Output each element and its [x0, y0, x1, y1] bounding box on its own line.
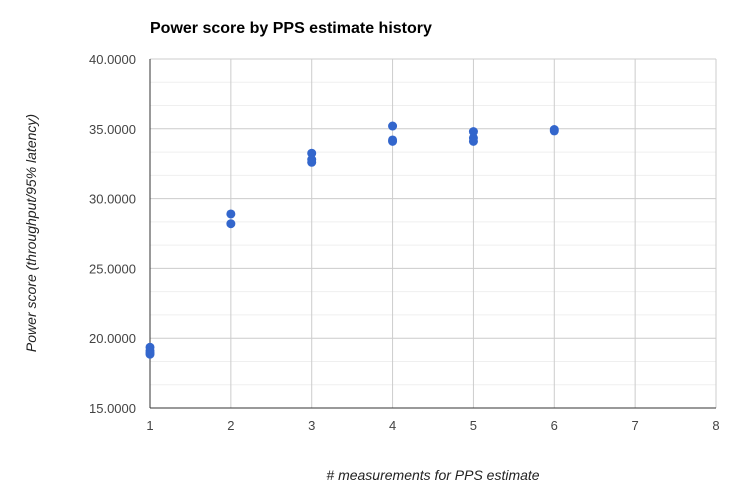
y-tick-label: 25.0000 [89, 261, 136, 276]
x-tick-label: 7 [632, 418, 639, 433]
x-tick-label: 6 [551, 418, 558, 433]
x-tick-label: 3 [308, 418, 315, 433]
x-tick-label: 1 [146, 418, 153, 433]
data-point [307, 148, 317, 158]
x-tick-label: 8 [712, 418, 719, 433]
data-point [145, 349, 155, 359]
data-point [226, 219, 236, 229]
y-tick-label: 35.0000 [89, 122, 136, 137]
data-point [468, 136, 478, 146]
y-tick-label: 40.0000 [89, 52, 136, 67]
x-axis-ticks: 1 2 3 4 5 6 7 8 [146, 418, 719, 433]
minor-gridlines [150, 81, 716, 386]
data-point [388, 136, 398, 146]
data-point [388, 121, 398, 131]
x-tick-label: 2 [227, 418, 234, 433]
y-axis-ticks: 15.0000 20.0000 25.0000 30.0000 35.0000 40.00… [89, 52, 136, 416]
chart-title: Power score by PPS estimate history [150, 20, 432, 37]
data-point [468, 127, 478, 137]
major-gridlines [150, 58, 717, 408]
x-tick-label: 5 [470, 418, 477, 433]
data-point [549, 126, 559, 136]
data-point [307, 157, 317, 167]
x-tick-label: 4 [389, 418, 396, 433]
data-points [145, 121, 559, 359]
y-tick-label: 15.0000 [89, 401, 136, 416]
data-point [226, 209, 236, 219]
axis-lines [149, 59, 716, 409]
x-axis-label: # measurements for PPS estimate [326, 467, 539, 483]
y-tick-label: 30.0000 [89, 192, 136, 207]
y-tick-label: 20.0000 [89, 331, 136, 346]
y-axis-label: Power score (throughput/95% latency) [23, 114, 39, 352]
